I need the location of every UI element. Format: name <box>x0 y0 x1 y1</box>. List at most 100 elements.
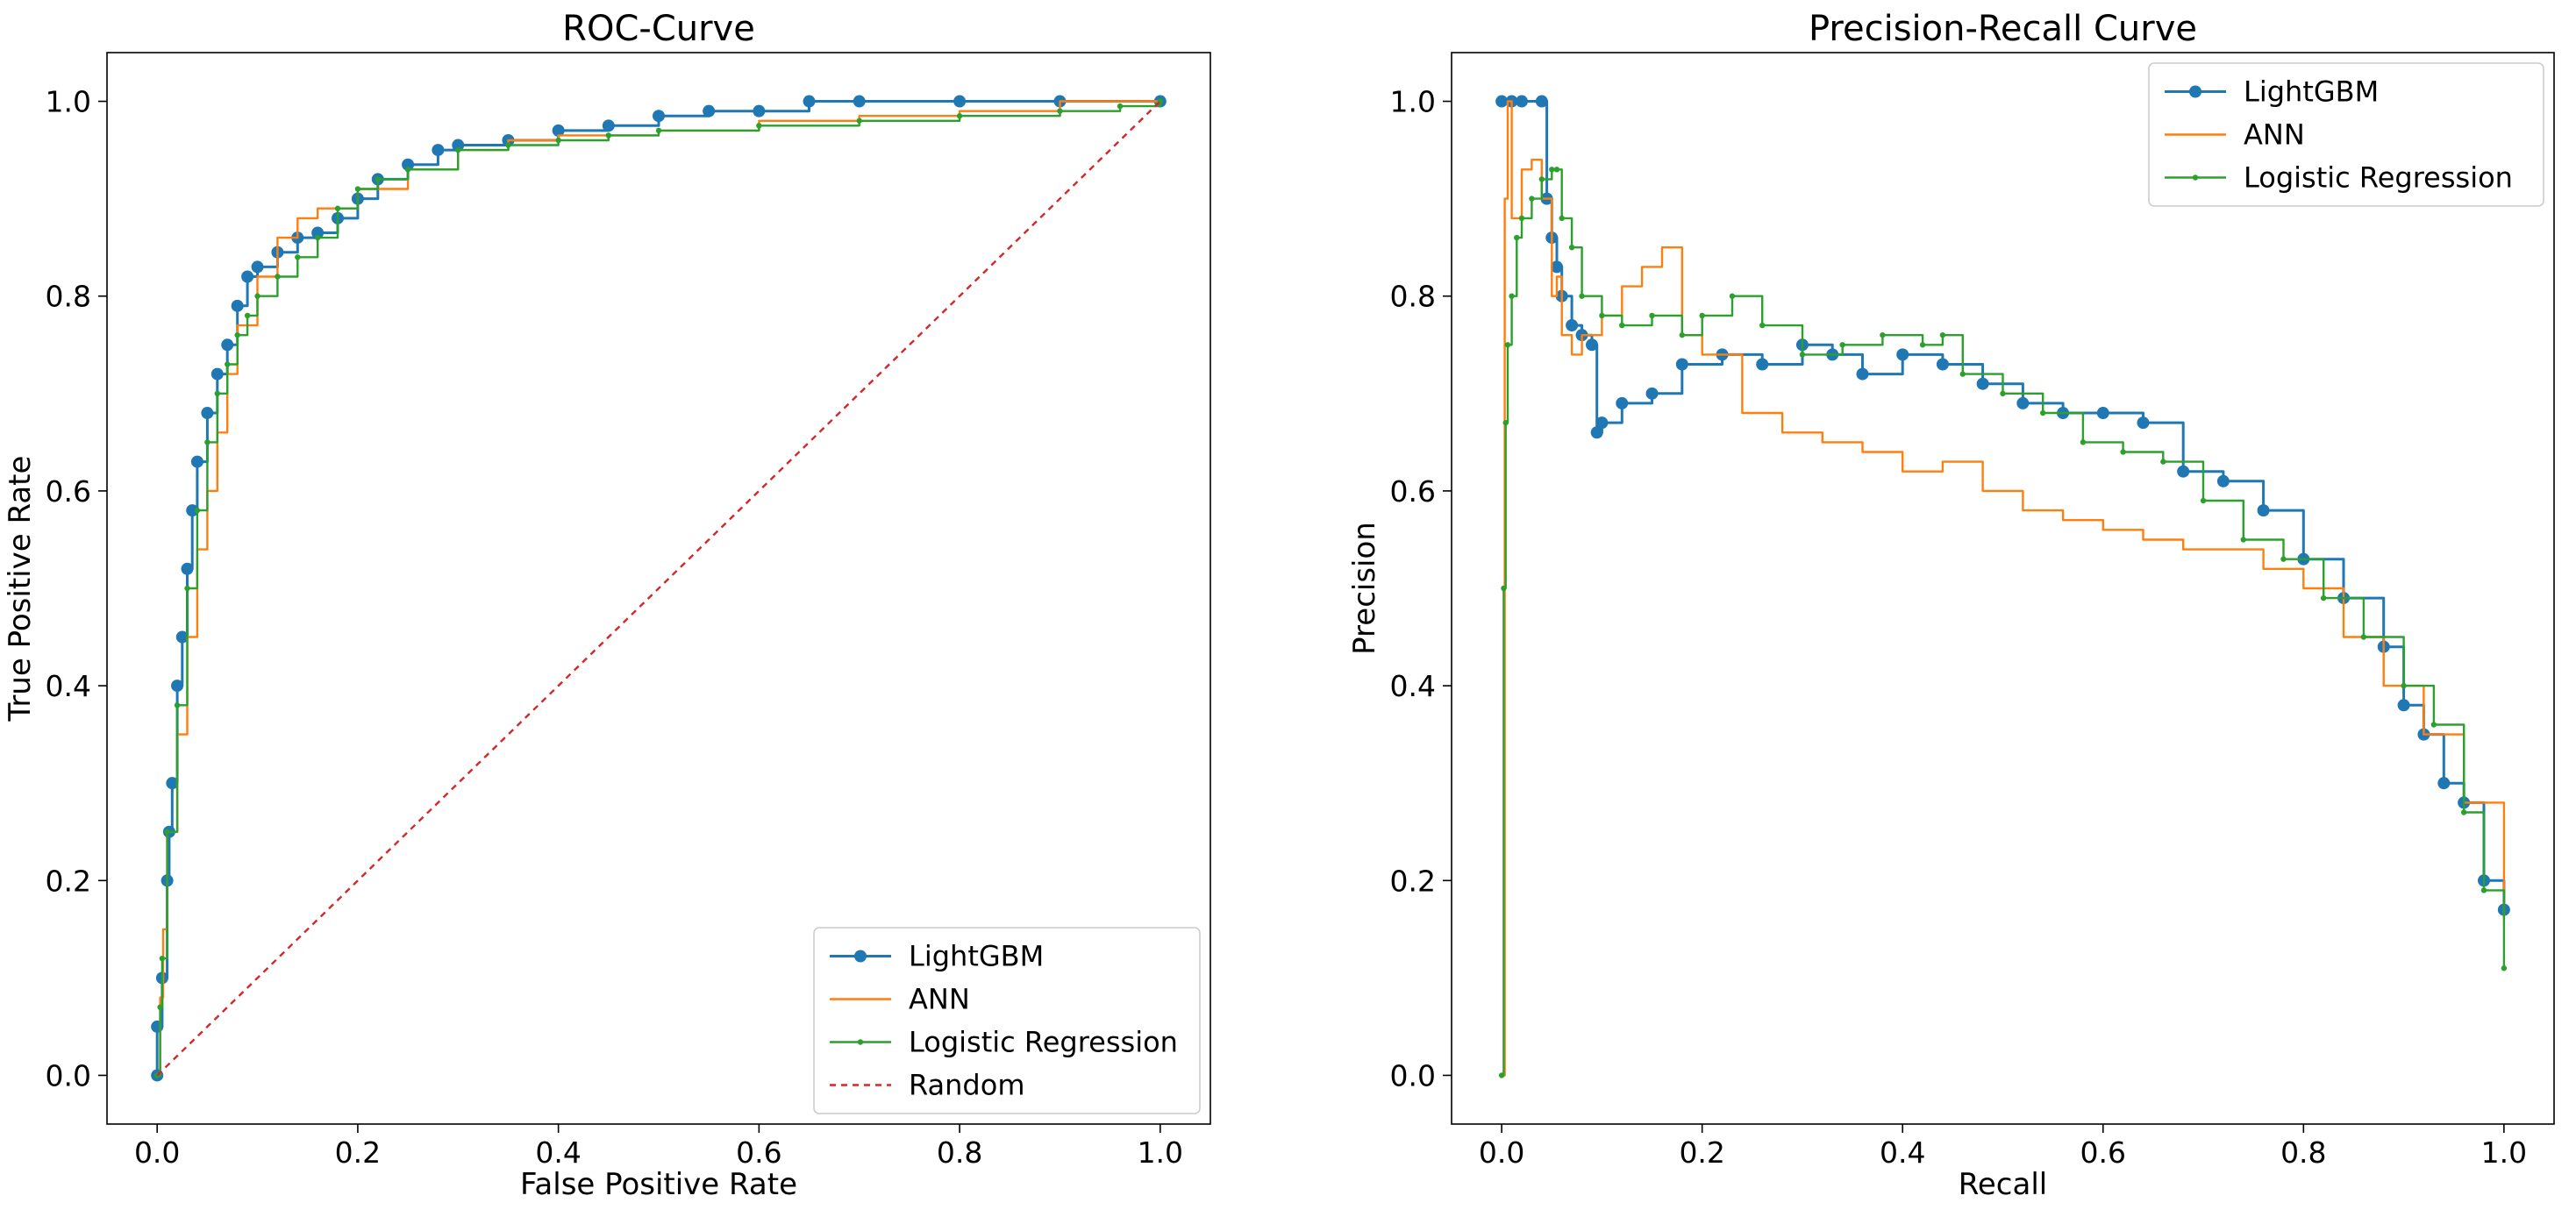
pr-point-logistic-regression <box>2200 497 2207 504</box>
pr-point-logistic-regression <box>1599 312 1605 319</box>
pr-y-tick-label: 0.8 <box>1390 280 1436 314</box>
roc-point-lightgbm <box>231 299 244 312</box>
roc-point-logistic-regression <box>225 361 231 367</box>
roc-point-logistic-regression <box>184 585 190 592</box>
pr-point-logistic-regression <box>1514 234 1520 241</box>
pr-point-logistic-regression <box>2080 439 2087 445</box>
pr-point-logistic-regression <box>2000 390 2006 397</box>
pr-chart-title: Precision-Recall Curve <box>1809 9 2197 49</box>
pr-point-logistic-regression <box>2240 537 2246 543</box>
pr-y-tick-label: 1.0 <box>1390 85 1436 119</box>
roc-legend-label-random: Random <box>909 1069 1024 1102</box>
roc-x-axis-label: False Positive Rate <box>520 1167 797 1202</box>
roc-point-logistic-regression <box>159 955 166 962</box>
roc-chart: ROC-Curve False Positive Rate True Posit… <box>3 9 1211 1202</box>
roc-legend-marker-lightgbm <box>854 950 867 963</box>
roc-legend-box <box>813 927 1201 1114</box>
roc-point-logistic-regression <box>555 137 561 144</box>
roc-x-axis: 0.0 0.2 0.4 0.6 0.8 1.0 <box>134 1124 1183 1170</box>
roc-point-lightgbm <box>703 104 716 117</box>
roc-x-tick-label: 0.6 <box>736 1135 781 1170</box>
pr-y-tick-label: 0.4 <box>1390 669 1436 703</box>
pr-point-logistic-regression <box>1538 176 1545 182</box>
roc-point-logistic-regression <box>354 186 361 192</box>
pr-series-layer <box>1495 95 2510 1078</box>
pr-point-logistic-regression <box>1959 371 1966 377</box>
pr-y-axis: 0.0 0.2 0.4 0.6 0.8 1.0 <box>1390 85 1452 1092</box>
pr-legend-marker-logistic-regression <box>2192 174 2199 181</box>
pr-point-logistic-regression <box>1619 322 1625 329</box>
roc-point-lightgbm <box>201 407 214 420</box>
pr-point-logistic-regression <box>2120 449 2126 455</box>
roc-x-tick-label: 0.0 <box>134 1135 180 1170</box>
roc-y-tick-label: 0.8 <box>46 280 91 314</box>
pr-point-lightgbm <box>1495 95 1509 108</box>
pr-chart: Precision-Recall Curve Recall Precision … <box>1347 9 2555 1202</box>
pr-point-lightgbm <box>1535 95 1548 108</box>
roc-y-tick-label: 0.4 <box>46 669 91 703</box>
pr-y-axis-label: Precision <box>1347 522 1382 655</box>
pr-point-logistic-regression <box>1559 215 1565 222</box>
pr-point-logistic-regression <box>1759 322 1766 329</box>
pr-point-logistic-regression <box>1568 244 1575 251</box>
pr-point-lightgbm <box>1756 358 1769 371</box>
pr-x-tick-label: 0.4 <box>1880 1135 1925 1170</box>
pr-point-logistic-regression <box>1729 293 1736 299</box>
roc-x-tick-label: 0.8 <box>937 1135 982 1170</box>
pr-point-lightgbm <box>1645 387 1659 400</box>
pr-point-lightgbm <box>2257 504 2270 517</box>
pr-point-logistic-regression <box>1579 293 1585 299</box>
pr-legend-label-ann: ANN <box>2244 118 2305 152</box>
roc-point-logistic-regression <box>756 123 762 129</box>
roc-point-lightgbm <box>251 260 264 274</box>
pr-point-logistic-regression <box>1501 585 1507 592</box>
pr-point-logistic-regression <box>1502 419 1509 426</box>
roc-point-logistic-regression <box>605 132 612 139</box>
pr-point-lightgbm <box>1590 426 1603 439</box>
pr-legend-box <box>2148 62 2544 207</box>
pr-series-line-ann <box>1502 100 2506 1077</box>
pr-point-logistic-regression <box>1919 342 1926 348</box>
pr-point-logistic-regression <box>1939 331 1946 338</box>
pr-point-logistic-regression <box>1553 167 1560 173</box>
pr-point-lightgbm <box>1585 338 1598 352</box>
pr-point-lightgbm <box>2437 777 2451 790</box>
pr-point-logistic-regression <box>1839 342 1845 348</box>
roc-point-lightgbm <box>241 270 254 283</box>
roc-point-lightgbm <box>175 630 189 644</box>
pr-point-lightgbm <box>1515 95 1528 108</box>
roc-point-logistic-regression <box>234 331 240 338</box>
roc-legend-label-ann: ANN <box>909 983 970 1016</box>
roc-point-lightgbm <box>452 139 465 152</box>
roc-point-lightgbm <box>803 95 816 108</box>
pr-point-logistic-regression <box>1549 167 1555 173</box>
pr-y-tick-label: 0.0 <box>1390 1058 1436 1092</box>
pr-point-logistic-regression <box>2280 556 2287 562</box>
pr-x-tick-label: 0.2 <box>1679 1135 1724 1170</box>
roc-point-lightgbm <box>181 562 194 575</box>
pr-point-logistic-regression <box>1504 342 1511 348</box>
roc-legend-marker-logistic-regression <box>857 1039 864 1045</box>
pr-point-logistic-regression <box>1518 215 1525 222</box>
roc-series-layer <box>151 95 1167 1082</box>
roc-legend-label-logistic-regression: Logistic Regression <box>909 1026 1178 1059</box>
roc-point-lightgbm <box>653 110 665 123</box>
roc-point-logistic-regression <box>194 507 201 514</box>
roc-point-lightgbm <box>311 226 325 239</box>
pr-series-line-logistic-regression <box>1502 168 2506 1077</box>
roc-point-logistic-regression <box>334 205 341 211</box>
pr-x-tick-label: 1.0 <box>2481 1135 2527 1170</box>
roc-point-logistic-regression <box>1057 108 1063 114</box>
roc-point-logistic-regression <box>157 1004 163 1010</box>
roc-point-logistic-regression <box>505 142 511 148</box>
pr-point-lightgbm <box>1936 358 1949 371</box>
roc-point-lightgbm <box>211 367 224 381</box>
pr-legend-marker-lightgbm <box>2189 85 2201 98</box>
pr-point-lightgbm <box>1616 396 1629 409</box>
roc-point-logistic-regression <box>244 312 251 319</box>
pr-x-axis-label: Recall <box>1959 1167 2047 1202</box>
pr-plot-area <box>1451 52 2555 1125</box>
roc-chart-title: ROC-Curve <box>562 9 755 49</box>
